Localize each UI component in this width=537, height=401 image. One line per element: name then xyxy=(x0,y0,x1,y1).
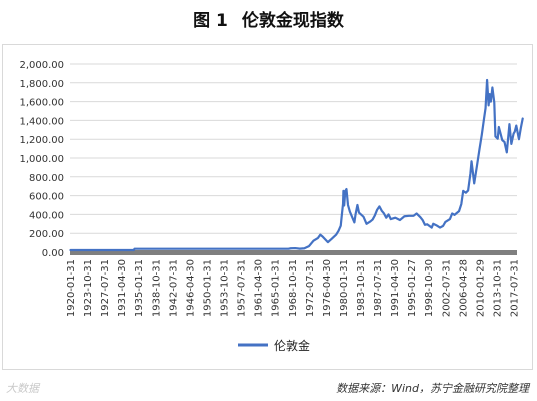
x-tick-label: 2010-01-29 xyxy=(475,259,486,317)
y-tick-label: 1,200.00 xyxy=(19,135,64,146)
x-tick-label: 1938-10-31 xyxy=(151,259,162,317)
figure-title: 图 1 伦敦金现指数 xyxy=(0,6,537,31)
x-tick-label: 1991-04-30 xyxy=(390,259,401,317)
y-tick-label: 1,000.00 xyxy=(19,154,64,165)
y-tick-label: 1,600.00 xyxy=(19,98,64,109)
chart-frame xyxy=(2,44,533,370)
x-tick-label: 2006-04-28 xyxy=(458,259,469,317)
gold-price-series-line xyxy=(69,78,524,252)
source-note: 数据来源：Wind，苏宁金融研究院整理 xyxy=(336,382,529,395)
x-tick-label: 2002-07-31 xyxy=(441,259,452,317)
x-tick-label: 1987-07-31 xyxy=(373,259,384,317)
x-tick-label: 1976-04-30 xyxy=(322,259,333,317)
y-tick-label: 600.00 xyxy=(29,192,64,203)
x-tick-label: 1946-04-30 xyxy=(185,259,196,317)
x-tick-label: 1980-01-31 xyxy=(339,259,350,317)
x-tick-label: 1961-04-30 xyxy=(254,259,265,317)
y-tick-label: 1,800.00 xyxy=(19,79,64,90)
x-tick-label: 1942-07-31 xyxy=(168,259,179,317)
x-axis-line xyxy=(70,250,517,255)
legend-label: 伦敦金 xyxy=(274,338,310,353)
x-tick-label: 1953-10-31 xyxy=(220,259,231,317)
x-tick-label: 1923-10-31 xyxy=(83,259,94,317)
watermark: 大数据 xyxy=(6,382,39,395)
y-tick-label: 200.00 xyxy=(29,229,64,240)
y-tick-label: 0.00 xyxy=(42,248,64,259)
y-tick-label: 2,000.00 xyxy=(19,60,64,71)
x-tick-label: 2017-07-31 xyxy=(510,259,521,317)
x-tick-label: 1931-04-30 xyxy=(117,259,128,317)
x-tick-label: 1972-07-31 xyxy=(305,259,316,317)
x-tick-label: 1998-10-30 xyxy=(424,259,435,317)
x-tick-label: 1957-07-31 xyxy=(237,259,248,317)
x-tick-label: 1983-10-31 xyxy=(356,259,367,317)
x-tick-label: 2013-10-31 xyxy=(492,259,503,317)
x-tick-label: 1968-10-31 xyxy=(288,259,299,317)
x-tick-label: 1995-01-27 xyxy=(407,259,418,317)
figure-number: 图 1 xyxy=(193,11,228,31)
y-tick-label: 400.00 xyxy=(29,210,64,221)
y-tick-label: 800.00 xyxy=(29,173,64,184)
figure-title-text: 伦敦金现指数 xyxy=(241,11,344,31)
x-tick-label: 1920-01-31 xyxy=(66,259,77,317)
x-tick-label: 1965-01-31 xyxy=(271,259,282,317)
x-tick-label: 1950-01-31 xyxy=(202,259,213,317)
x-tick-label: 1927-07-31 xyxy=(100,259,111,317)
y-tick-label: 1,400.00 xyxy=(19,116,64,127)
x-tick-label: 1935-01-31 xyxy=(134,259,145,317)
